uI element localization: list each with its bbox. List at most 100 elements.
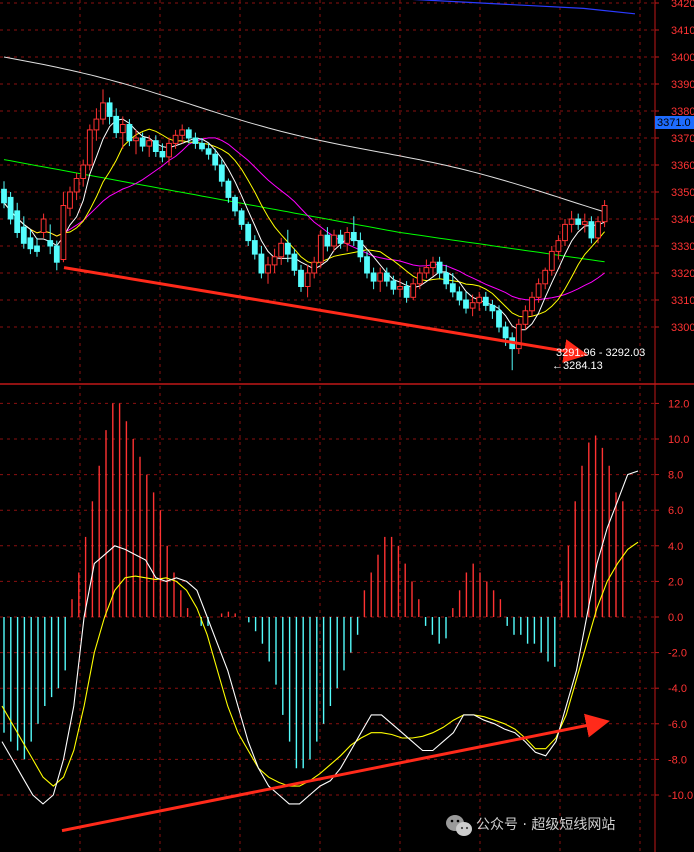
candle-down: [403, 286, 410, 298]
price-tick-label: 3360: [671, 160, 694, 172]
candle-down: [27, 237, 34, 250]
candle-down: [7, 196, 14, 220]
candle-up: [581, 221, 588, 225]
candle-up: [166, 142, 172, 158]
current-price-tag: [655, 116, 694, 129]
candle-up: [469, 302, 476, 309]
trend-arrows: [61, 266, 610, 833]
macd-trend-arrow: [61, 713, 610, 833]
candle-down: [199, 142, 205, 150]
candle-down: [337, 234, 344, 244]
ma20-line: [3, 137, 605, 301]
dea-line: [1, 541, 639, 787]
candle-up: [73, 178, 80, 193]
candle-up: [119, 124, 126, 134]
candle-down: [502, 326, 509, 339]
candle-down: [449, 283, 456, 293]
candle-up: [67, 191, 73, 209]
candle-up: [529, 296, 535, 312]
macd-tick-label: 8.0: [668, 470, 683, 482]
ma120-line: [3, 56, 605, 213]
candle-down: [489, 304, 496, 312]
candle-up: [515, 323, 522, 350]
candle-up: [476, 296, 483, 304]
candle-up: [304, 272, 311, 287]
candle-up: [172, 134, 179, 144]
candle-up: [397, 286, 403, 290]
candle-down: [106, 102, 113, 117]
wechat-icon: [446, 815, 472, 836]
candle-up: [410, 283, 417, 298]
macd-tick-label: 12.0: [668, 398, 689, 410]
candle-down: [436, 261, 443, 274]
candle-down: [238, 210, 245, 225]
candle-down: [463, 299, 469, 309]
candle-up: [317, 234, 324, 263]
price-tick-label: 3320: [671, 268, 694, 280]
candle-down: [291, 253, 298, 271]
candle-down: [139, 137, 146, 147]
candle-down: [324, 234, 331, 247]
candle-up: [86, 129, 93, 166]
candle-down: [284, 242, 291, 255]
candle-down: [357, 240, 364, 258]
macd-tick-label: 4.0: [668, 541, 683, 553]
candle-up: [522, 310, 529, 325]
candle-up: [271, 256, 278, 266]
candle-down: [251, 240, 258, 255]
candle-down: [245, 223, 252, 242]
ma5-line: [3, 118, 605, 331]
macd-histogram: [3, 403, 624, 769]
candle-down: [364, 256, 370, 274]
candle-down: [218, 164, 225, 182]
candle-down: [185, 129, 192, 139]
candle-up: [60, 205, 67, 260]
price-tick-label: 3330: [671, 241, 694, 253]
candle-up: [595, 221, 601, 239]
price-tick-label: 3310: [671, 295, 694, 307]
price-tick-label: 3420: [671, 0, 694, 10]
price-tick-label: 3390: [671, 79, 694, 91]
candle-down: [152, 140, 159, 152]
candle-down: [350, 232, 357, 242]
ma10-line: [3, 128, 605, 318]
candle-up: [100, 102, 106, 120]
candle-up: [40, 218, 47, 233]
price-axis: 3420 3410 3400 3390 3380 3370 3360 3350 3340 3330…: [655, 0, 694, 334]
candle-down: [20, 226, 27, 244]
candle-up: [601, 205, 608, 223]
macd-panel-grid: [0, 386, 655, 852]
moving-average-lines: [3, 0, 636, 331]
ma250-line: [412, 0, 636, 15]
candle-down: [212, 153, 219, 166]
candle-down: [1, 188, 7, 204]
candle-up: [562, 223, 568, 242]
candle-up: [311, 261, 318, 274]
candle-down: [496, 310, 502, 328]
macd-tick-label: -6.0: [668, 719, 687, 731]
price-tick-label: 3380: [671, 106, 694, 118]
price-trend-arrow: [63, 266, 588, 363]
macd-tick-label: 10.0: [668, 434, 689, 446]
candle-up: [535, 283, 542, 298]
macd-tick-label: -8.0: [668, 754, 687, 766]
macd-tick-label: 2.0: [668, 576, 683, 588]
candle-down: [205, 148, 212, 155]
candle-up: [133, 137, 139, 142]
candle-up: [416, 272, 423, 285]
candle-up: [146, 140, 153, 147]
candle-up: [430, 261, 436, 269]
candle-up: [568, 218, 575, 225]
candle-down: [443, 272, 450, 285]
range-annotation: 3291.96 - 3292.03: [556, 347, 645, 359]
candle-down: [258, 253, 265, 274]
candle-down: [47, 240, 54, 247]
macd-tick-label: 6.0: [668, 505, 683, 517]
candle-down: [14, 210, 21, 233]
candle-up: [265, 264, 271, 274]
price-tick-label: 3340: [671, 214, 694, 226]
candlesticks: [1, 89, 608, 371]
candle-down: [113, 115, 120, 134]
candle-down: [34, 245, 40, 252]
